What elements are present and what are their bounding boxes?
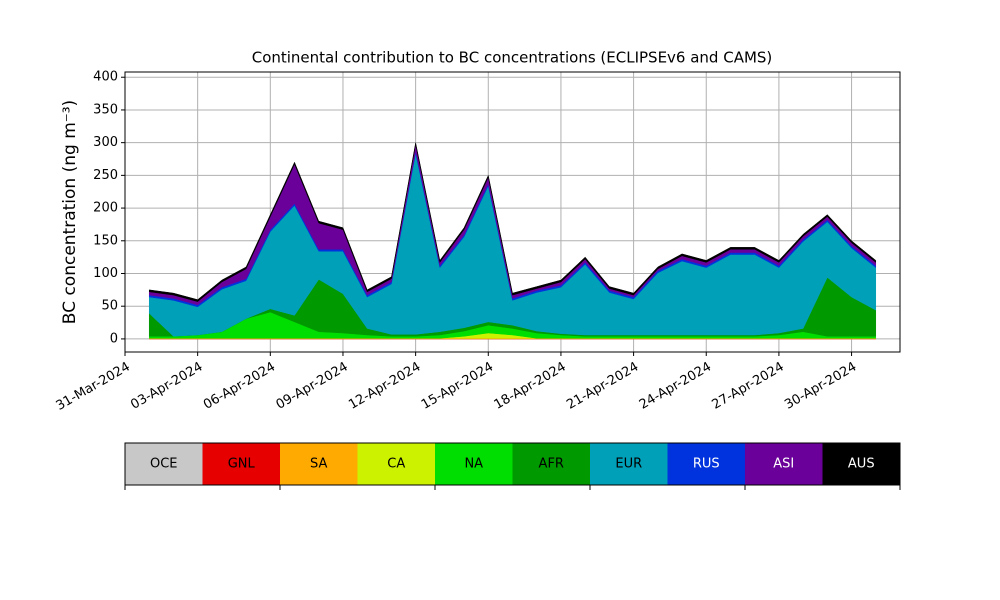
x-tick-label: 09-Apr-2024 (274, 360, 351, 413)
legend-label: RUS (693, 457, 720, 472)
x-tick-label: 06-Apr-2024 (201, 360, 278, 413)
legend-label: OCE (150, 457, 178, 472)
legend-swatch (590, 443, 668, 485)
x-tick-label: 03-Apr-2024 (128, 360, 205, 413)
legend-swatch (357, 443, 435, 485)
plot-area (124, 72, 900, 352)
y-tick-label: 400 (93, 70, 118, 85)
legend-label: EUR (615, 457, 642, 472)
legend: OCE GNL SA CA NA AFR EUR RUS ASI AUS (125, 443, 900, 485)
plot-frame (124, 71, 901, 353)
legend-label: SA (310, 457, 327, 472)
x-tick-label: 18-Apr-2024 (492, 360, 569, 413)
legend-ticks (124, 485, 901, 490)
y-tick-label: 350 (93, 102, 118, 117)
legend-swatch (435, 443, 513, 485)
x-tick-label: 15-Apr-2024 (419, 360, 496, 413)
y-tick-label: 150 (93, 233, 118, 248)
legend-label: AUS (848, 457, 875, 472)
legend-swatch (512, 443, 590, 485)
x-tick-label: 27-Apr-2024 (710, 360, 787, 413)
legend-swatch (822, 443, 900, 485)
x-tick-label: 12-Apr-2024 (346, 360, 423, 413)
y-axis-label: BC concentration (ng m⁻³) (60, 100, 80, 324)
y-tick-label: 250 (93, 168, 118, 183)
legend-label: AFR (539, 457, 564, 472)
chart-title: Continental contribution to BC concentra… (252, 49, 773, 67)
legend-label: ASI (773, 457, 794, 472)
legend-frame (124, 442, 901, 486)
legend-label: GNL (228, 457, 256, 472)
legend-label: NA (464, 457, 483, 472)
legend-swatch (125, 443, 203, 485)
y-tick-label: 50 (101, 299, 118, 314)
area-aus (148, 142, 877, 302)
legend-swatch (202, 443, 280, 485)
y-tick-label: 200 (93, 201, 118, 216)
y-tick-label: 100 (93, 266, 118, 281)
x-tick-label: 24-Apr-2024 (637, 360, 714, 413)
y-tick-label: 0 (110, 331, 118, 346)
x-tick-label: 21-Apr-2024 (564, 360, 641, 413)
x-tick-label: 31-Mar-2024 (54, 360, 133, 414)
legend-swatch (280, 443, 358, 485)
legend-swatch (667, 443, 745, 485)
legend-swatch (745, 443, 823, 485)
y-tick-label: 300 (93, 135, 118, 150)
legend-label: CA (387, 457, 405, 472)
x-tick-label: 30-Apr-2024 (782, 360, 859, 413)
